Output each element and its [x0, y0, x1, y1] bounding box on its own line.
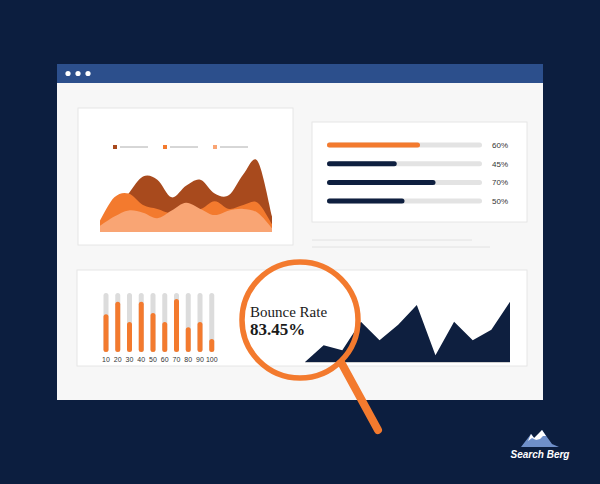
tick-label: 50	[149, 356, 157, 363]
bar	[127, 322, 132, 352]
deco-line	[312, 247, 490, 248]
browser-window	[57, 64, 543, 400]
plot-area	[305, 302, 510, 362]
bar-track	[139, 293, 144, 352]
tick-label: 10	[102, 356, 110, 363]
panel	[312, 122, 527, 222]
window-dot	[85, 71, 90, 76]
deco-line	[312, 240, 472, 241]
bar-track	[186, 293, 191, 352]
tick-label: 80	[184, 356, 192, 363]
panel	[77, 270, 527, 366]
bar	[139, 302, 144, 352]
logo-text: Search Berg	[511, 449, 570, 460]
bar-track	[162, 293, 167, 352]
bar-track	[327, 143, 482, 148]
bar-track	[327, 161, 482, 166]
tick-label: 60	[161, 356, 169, 363]
plot-area	[100, 159, 272, 232]
tick-label: 90	[196, 356, 204, 363]
legend-line	[120, 147, 148, 148]
bar-track	[151, 293, 156, 352]
area	[100, 193, 272, 232]
bar-track	[127, 293, 132, 352]
bar	[186, 327, 191, 352]
legend-marker	[213, 145, 217, 149]
legend-line	[170, 147, 198, 148]
panel	[78, 108, 293, 245]
bar-track	[327, 180, 482, 185]
bar	[151, 313, 156, 352]
bar	[162, 322, 167, 352]
bounce-rate-value: 83.45%	[250, 320, 305, 339]
bar-track	[327, 199, 482, 204]
bar	[327, 143, 420, 148]
area	[305, 302, 510, 362]
data-label: 60%	[492, 141, 508, 150]
logo-snow	[528, 430, 546, 441]
legend-marker	[113, 145, 117, 149]
logo-mountain	[521, 430, 559, 447]
window-dot	[75, 71, 80, 76]
tick-label: 100	[206, 356, 218, 363]
magnifier-handle	[342, 364, 378, 430]
plot-area	[327, 143, 482, 204]
bar-track	[115, 293, 120, 352]
bar	[327, 199, 405, 204]
data-label: 45%	[492, 160, 508, 169]
magnifier-lens	[242, 262, 358, 378]
bounce-rate-label: Bounce Rate	[250, 304, 327, 320]
tick-label: 30	[126, 356, 134, 363]
plot-area	[104, 293, 215, 352]
bar-track	[209, 293, 214, 352]
data-label: 70%	[492, 178, 508, 187]
window-dot	[65, 71, 70, 76]
bar-track	[198, 293, 203, 352]
tick-label: 20	[114, 356, 122, 363]
bar	[198, 322, 203, 352]
bar	[104, 314, 109, 352]
bar	[174, 299, 179, 352]
page: 60%45%70%50%102030405060708090100Bounce …	[0, 0, 600, 484]
bar	[209, 339, 214, 352]
area	[100, 203, 272, 232]
title-bar	[57, 64, 543, 83]
legend-marker	[163, 145, 167, 149]
data-label: 50%	[492, 197, 508, 206]
bar	[115, 302, 120, 352]
tick-label: 40	[137, 356, 145, 363]
bar	[327, 161, 397, 166]
legend-line	[220, 147, 248, 148]
bar	[327, 180, 436, 185]
bar-track	[174, 293, 179, 352]
area	[100, 159, 272, 232]
background	[0, 0, 600, 484]
bar-track	[104, 293, 109, 352]
tick-label: 70	[173, 356, 181, 363]
